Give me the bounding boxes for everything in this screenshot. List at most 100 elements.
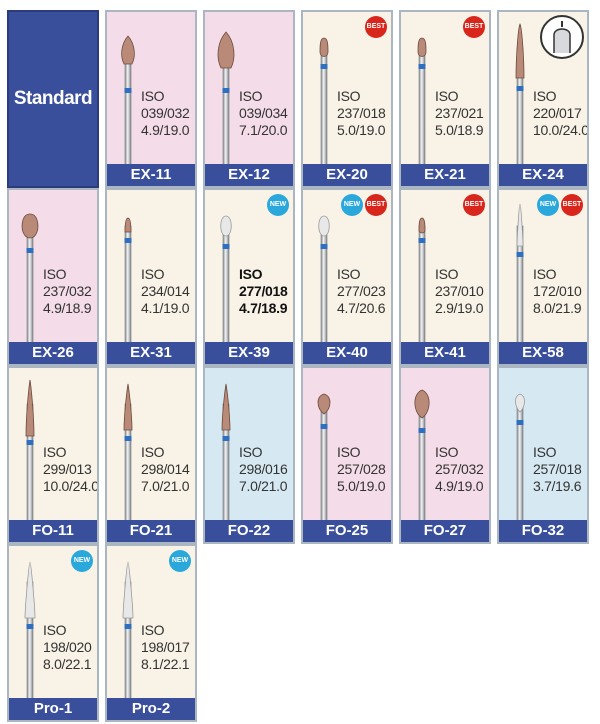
bur-illustration (318, 215, 330, 345)
bur-image (509, 196, 531, 351)
product-code: Pro-1 (9, 698, 97, 720)
bur-illustration (123, 383, 133, 523)
bur-illustration (417, 37, 427, 167)
product-specs: ISO 257/018 3.7/19.6 (533, 444, 582, 495)
product-card: ISO 039/032 4.9/19.0 EX-11 (105, 10, 197, 188)
spec-iso: ISO (239, 266, 263, 282)
product-code: EX-41 (401, 342, 489, 364)
bur-illustration (25, 379, 35, 523)
bur-illustration (515, 393, 525, 523)
product-code: FO-27 (401, 520, 489, 542)
spec-iso: ISO (337, 266, 361, 282)
product-code: FO-11 (9, 520, 97, 542)
bur-illustration (21, 213, 39, 345)
product-code: EX-21 (401, 164, 489, 186)
product-code: EX-39 (205, 342, 293, 364)
product-specs: ISO 277/018 4.7/18.9 (239, 266, 288, 317)
spec-dims: 4.7/18.9 (239, 300, 288, 316)
spec-dims: 4.9/19.0 (435, 478, 484, 494)
spec-iso: ISO (43, 444, 67, 460)
bur-illustration (122, 561, 134, 701)
bur-illustration (221, 383, 231, 523)
bur-image (215, 374, 237, 529)
bur-image (313, 196, 335, 351)
spec-number: 237/021 (435, 105, 484, 121)
standard-label: Standard (13, 88, 93, 109)
spec-number: 257/018 (533, 461, 582, 477)
spec-iso: ISO (239, 444, 263, 460)
standard-label-cell: Standard (7, 10, 99, 188)
product-code: EX-24 (499, 164, 587, 186)
product-specs: ISO 237/010 2.9/19.0 (435, 266, 484, 317)
spec-dims: 2.9/19.0 (435, 300, 484, 316)
spec-dims: 8.0/22.1 (43, 656, 92, 672)
spec-iso: ISO (533, 266, 557, 282)
product-card: ISO 237/018 5.0/19.0 BEST EX-20 (301, 10, 393, 188)
product-specs: ISO 299/013 10.0/24.0 (43, 444, 97, 495)
bur-image (411, 374, 433, 529)
spec-iso: ISO (533, 444, 557, 460)
spec-dims: 10.0/24.0 (533, 122, 589, 138)
best-badge: BEST (463, 194, 485, 216)
bur-image (313, 18, 335, 173)
product-code: FO-21 (107, 520, 195, 542)
product-specs: ISO 298/016 7.0/21.0 (239, 444, 288, 495)
product-card: ISO 198/020 8.0/22.1 NEW Pro-1 (7, 544, 99, 722)
product-specs: ISO 220/017 10.0/24.0 (533, 88, 589, 139)
product-specs: ISO 298/014 7.0/21.0 (141, 444, 190, 495)
product-card: ISO 220/017 10.0/24.0 EX-24 (497, 10, 589, 188)
new-badge: NEW (537, 194, 559, 216)
spec-iso: ISO (141, 444, 165, 460)
product-code: FO-22 (205, 520, 293, 542)
bur-image (509, 18, 531, 173)
spec-dims: 5.0/19.0 (337, 478, 386, 494)
spec-iso: ISO (141, 622, 165, 638)
product-code: EX-31 (107, 342, 195, 364)
spec-number: 277/023 (337, 283, 386, 299)
bur-illustration (516, 203, 524, 345)
bur-illustration (515, 23, 525, 167)
bur-image (117, 552, 139, 707)
spec-number: 198/017 (141, 639, 190, 655)
product-code: EX-20 (303, 164, 391, 186)
product-specs: ISO 277/023 4.7/20.6 (337, 266, 386, 317)
product-card: ISO 172/010 8.0/21.9 NEW BEST EX-58 (497, 188, 589, 366)
product-card: ISO 299/013 10.0/24.0 FO-11 (7, 366, 99, 544)
bur-illustration (24, 561, 36, 701)
bur-image (117, 18, 139, 173)
spec-number: 257/032 (435, 461, 484, 477)
spec-number: 237/032 (43, 283, 92, 299)
spec-iso: ISO (435, 88, 459, 104)
spec-dims: 4.9/18.9 (43, 300, 92, 316)
best-badge: BEST (463, 16, 485, 38)
product-card: ISO 234/014 4.1/19.0 EX-31 (105, 188, 197, 366)
spec-iso: ISO (141, 88, 165, 104)
spec-number: 234/014 (141, 283, 190, 299)
spec-iso: ISO (141, 266, 165, 282)
product-specs: ISO 039/034 7.1/20.0 (239, 88, 288, 139)
spec-number: 299/013 (43, 461, 92, 477)
spec-number: 257/028 (337, 461, 386, 477)
best-badge: BEST (365, 16, 387, 38)
product-code: FO-32 (499, 520, 587, 542)
best-badge: BEST (561, 194, 583, 216)
spec-number: 039/034 (239, 105, 288, 121)
spec-dims: 3.7/19.6 (533, 478, 582, 494)
product-code: FO-25 (303, 520, 391, 542)
spec-number: 220/017 (533, 105, 582, 121)
spec-number: 237/018 (337, 105, 386, 121)
spec-iso: ISO (533, 88, 557, 104)
bur-image (313, 374, 335, 529)
product-card: ISO 237/032 4.9/18.9 EX-26 (7, 188, 99, 366)
spec-iso: ISO (239, 88, 263, 104)
spec-dims: 7.1/20.0 (239, 122, 288, 138)
product-specs: ISO 172/010 8.0/21.9 (533, 266, 582, 317)
tip-zoom-icon (540, 15, 584, 59)
bur-illustration (217, 31, 235, 167)
product-card: ISO 257/028 5.0/19.0 FO-25 (301, 366, 393, 544)
product-card: ISO 257/032 4.9/19.0 FO-27 (399, 366, 491, 544)
bur-image (215, 196, 237, 351)
product-specs: ISO 198/017 8.1/22.1 (141, 622, 190, 673)
spec-iso: ISO (337, 88, 361, 104)
product-card: ISO 237/010 2.9/19.0 BEST EX-41 (399, 188, 491, 366)
